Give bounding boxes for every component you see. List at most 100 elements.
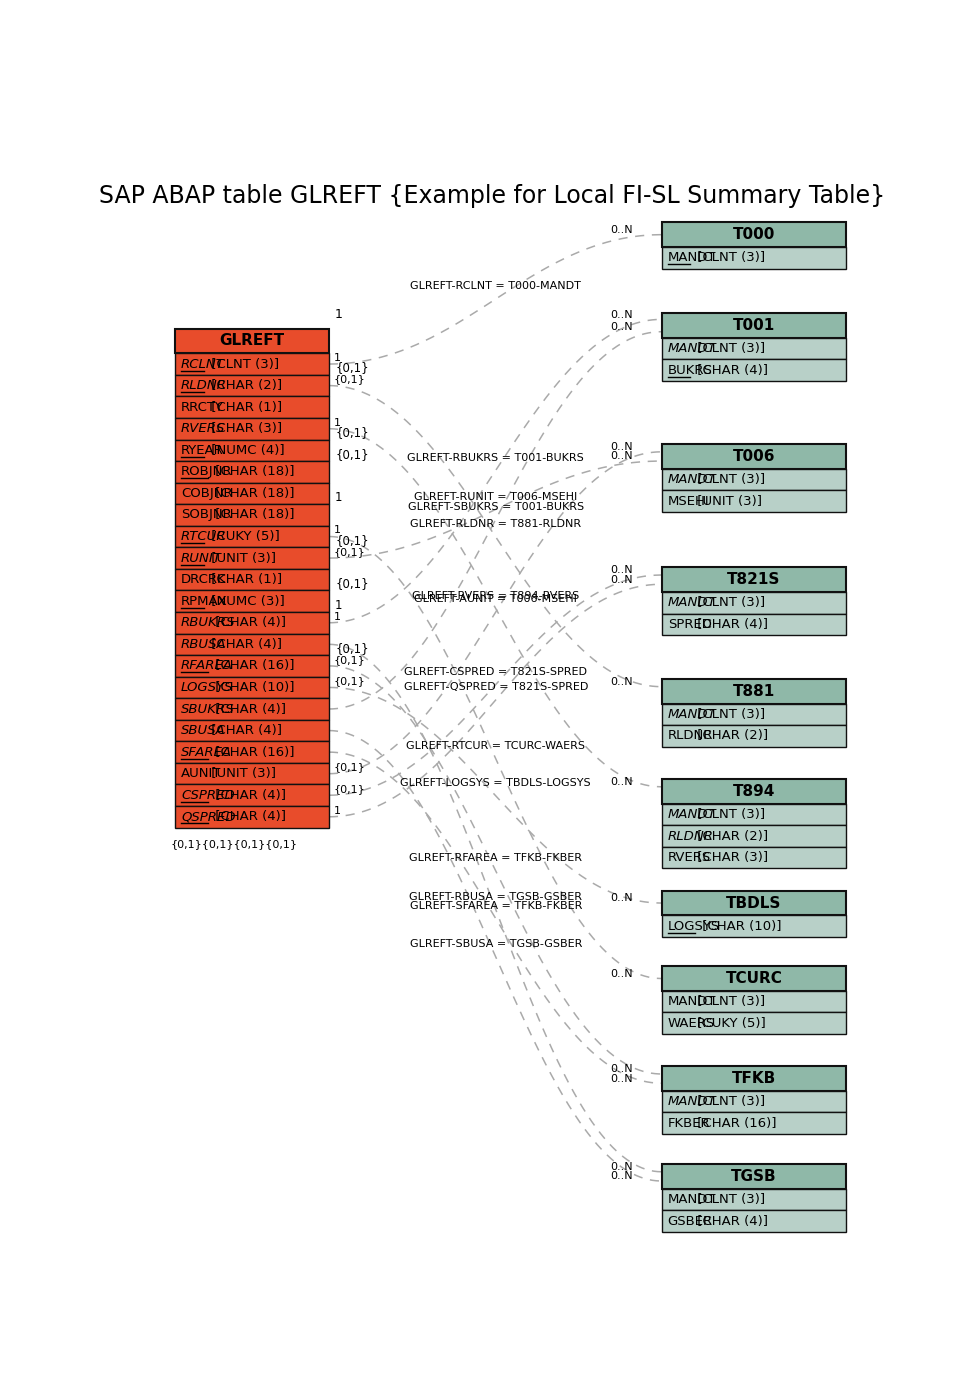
- Bar: [661, 967, 847, 990]
- Text: {0,1}: {0,1}: [335, 362, 369, 374]
- Bar: [661, 490, 847, 512]
- Text: [CLNT (3)]: [CLNT (3)]: [694, 808, 766, 821]
- Bar: [661, 593, 847, 613]
- Text: [CLNT (3)]: [CLNT (3)]: [694, 252, 766, 264]
- Bar: [661, 1164, 847, 1189]
- Text: MANDT: MANDT: [668, 252, 716, 264]
- Text: BUKRS: BUKRS: [668, 363, 712, 377]
- Text: RVERS: RVERS: [181, 423, 226, 435]
- Text: 0..N: 0..N: [610, 1064, 632, 1074]
- Text: [CLNT (3)]: [CLNT (3)]: [694, 342, 766, 355]
- Bar: [661, 1113, 847, 1134]
- Text: SPRED: SPRED: [668, 618, 711, 630]
- Bar: [661, 725, 847, 747]
- Text: 0..N: 0..N: [610, 565, 632, 576]
- Text: [CHAR (16)]: [CHAR (16)]: [211, 746, 295, 758]
- Text: LOGSYS: LOGSYS: [668, 919, 720, 932]
- Text: GLREFT-RLDNR = T881-RLDNR: GLREFT-RLDNR = T881-RLDNR: [410, 519, 581, 529]
- Text: MANDT: MANDT: [668, 708, 717, 721]
- Bar: [175, 547, 329, 569]
- Text: GLREFT-SBUSA = TGSB-GSBER: GLREFT-SBUSA = TGSB-GSBER: [409, 939, 582, 949]
- Text: [CHAR (10)]: [CHAR (10)]: [211, 682, 295, 694]
- Text: 1: 1: [333, 612, 340, 622]
- Text: RFAREA: RFAREA: [181, 659, 234, 672]
- Bar: [661, 779, 847, 804]
- Text: MANDT: MANDT: [668, 808, 717, 821]
- Bar: [175, 655, 329, 676]
- Text: [CLNT (3)]: [CLNT (3)]: [694, 473, 766, 485]
- Bar: [175, 676, 329, 698]
- Text: RLDNR: RLDNR: [181, 380, 227, 392]
- Text: GLREFT-LOGSYS = TBDLS-LOGSYS: GLREFT-LOGSYS = TBDLS-LOGSYS: [401, 778, 591, 789]
- Text: RLDNR: RLDNR: [668, 829, 714, 843]
- Text: [CLNT (3)]: [CLNT (3)]: [694, 1095, 766, 1109]
- Text: GLREFT-RFAREA = TFKB-FKBER: GLREFT-RFAREA = TFKB-FKBER: [409, 853, 582, 864]
- Text: [CUKY (5)]: [CUKY (5)]: [694, 1017, 766, 1029]
- Bar: [175, 762, 329, 785]
- Bar: [661, 613, 847, 636]
- Text: MANDT: MANDT: [668, 1193, 716, 1206]
- Text: [CHAR (4)]: [CHAR (4)]: [207, 638, 282, 651]
- Text: [CLNT (3)]: [CLNT (3)]: [694, 597, 766, 609]
- Text: [CHAR (10)]: [CHAR (10)]: [698, 919, 781, 932]
- Text: 0..N: 0..N: [610, 452, 632, 462]
- Text: [CHAR (1)]: [CHAR (1)]: [207, 401, 282, 413]
- Text: RBUKRS: RBUKRS: [181, 616, 235, 629]
- Text: 0..N: 0..N: [610, 574, 632, 584]
- Text: [CHAR (2)]: [CHAR (2)]: [694, 829, 769, 843]
- Text: [CHAR (16)]: [CHAR (16)]: [694, 1117, 776, 1129]
- Bar: [175, 417, 329, 440]
- Text: 0..N: 0..N: [610, 225, 632, 235]
- Text: MANDT: MANDT: [668, 342, 717, 355]
- Text: T001: T001: [733, 319, 776, 332]
- Text: AUNIT: AUNIT: [181, 768, 221, 780]
- Text: [CHAR (2)]: [CHAR (2)]: [207, 380, 282, 392]
- Bar: [661, 890, 847, 915]
- Text: {0,1}: {0,1}: [335, 534, 369, 547]
- Bar: [175, 698, 329, 719]
- Text: SAP ABAP table GLREFT {Example for Local FI-SL Summary Table}: SAP ABAP table GLREFT {Example for Local…: [99, 184, 886, 207]
- Text: GLREFT: GLREFT: [219, 334, 284, 348]
- Text: 0..N: 0..N: [610, 970, 632, 979]
- Bar: [175, 590, 329, 612]
- Text: {0,1}: {0,1}: [333, 374, 365, 384]
- Text: {0,1}: {0,1}: [333, 676, 365, 686]
- Text: GLREFT-QSPRED = T821S-SPRED: GLREFT-QSPRED = T821S-SPRED: [404, 682, 588, 693]
- Bar: [175, 396, 329, 417]
- Text: [CHAR (4)]: [CHAR (4)]: [211, 789, 286, 801]
- Text: DRCRK: DRCRK: [181, 573, 227, 586]
- Text: 1: 1: [333, 526, 340, 536]
- Text: 0..N: 0..N: [610, 1161, 632, 1173]
- Text: RLDNR: RLDNR: [668, 729, 713, 743]
- Text: [CHAR (2)]: [CHAR (2)]: [694, 729, 769, 743]
- Text: 1: 1: [333, 353, 340, 363]
- Text: RUNIT: RUNIT: [181, 552, 222, 565]
- Text: LOGSYS: LOGSYS: [181, 682, 234, 694]
- Text: GLREFT-RTCUR = TCURC-WAERS: GLREFT-RTCUR = TCURC-WAERS: [407, 741, 585, 751]
- Bar: [175, 504, 329, 526]
- Text: 0..N: 0..N: [610, 778, 632, 787]
- Text: GLREFT-AUNIT = T006-MSEHI: GLREFT-AUNIT = T006-MSEHI: [414, 594, 578, 604]
- Text: RVERS: RVERS: [668, 851, 711, 864]
- Bar: [661, 313, 847, 338]
- Bar: [175, 328, 329, 353]
- Text: [CHAR (18)]: [CHAR (18)]: [211, 509, 295, 522]
- Bar: [661, 223, 847, 248]
- Text: [NUMC (3)]: [NUMC (3)]: [207, 595, 284, 608]
- Text: {0,1}: {0,1}: [335, 448, 369, 460]
- Bar: [661, 825, 847, 847]
- Bar: [175, 353, 329, 374]
- Text: TGSB: TGSB: [731, 1168, 776, 1184]
- Text: {0,1}{0,1}{0,1}{0,1}: {0,1}{0,1}{0,1}{0,1}: [171, 839, 298, 849]
- Text: [CLNT (3)]: [CLNT (3)]: [694, 708, 766, 721]
- Bar: [175, 633, 329, 655]
- Bar: [175, 440, 329, 460]
- Text: 0..N: 0..N: [610, 323, 632, 332]
- Text: TFKB: TFKB: [732, 1071, 776, 1086]
- Bar: [175, 483, 329, 504]
- Bar: [175, 805, 329, 828]
- Text: {0,1}: {0,1}: [333, 547, 365, 556]
- Text: TBDLS: TBDLS: [727, 896, 781, 911]
- Text: [CHAR (4)]: [CHAR (4)]: [211, 702, 286, 715]
- Text: QSPRED: QSPRED: [181, 811, 235, 823]
